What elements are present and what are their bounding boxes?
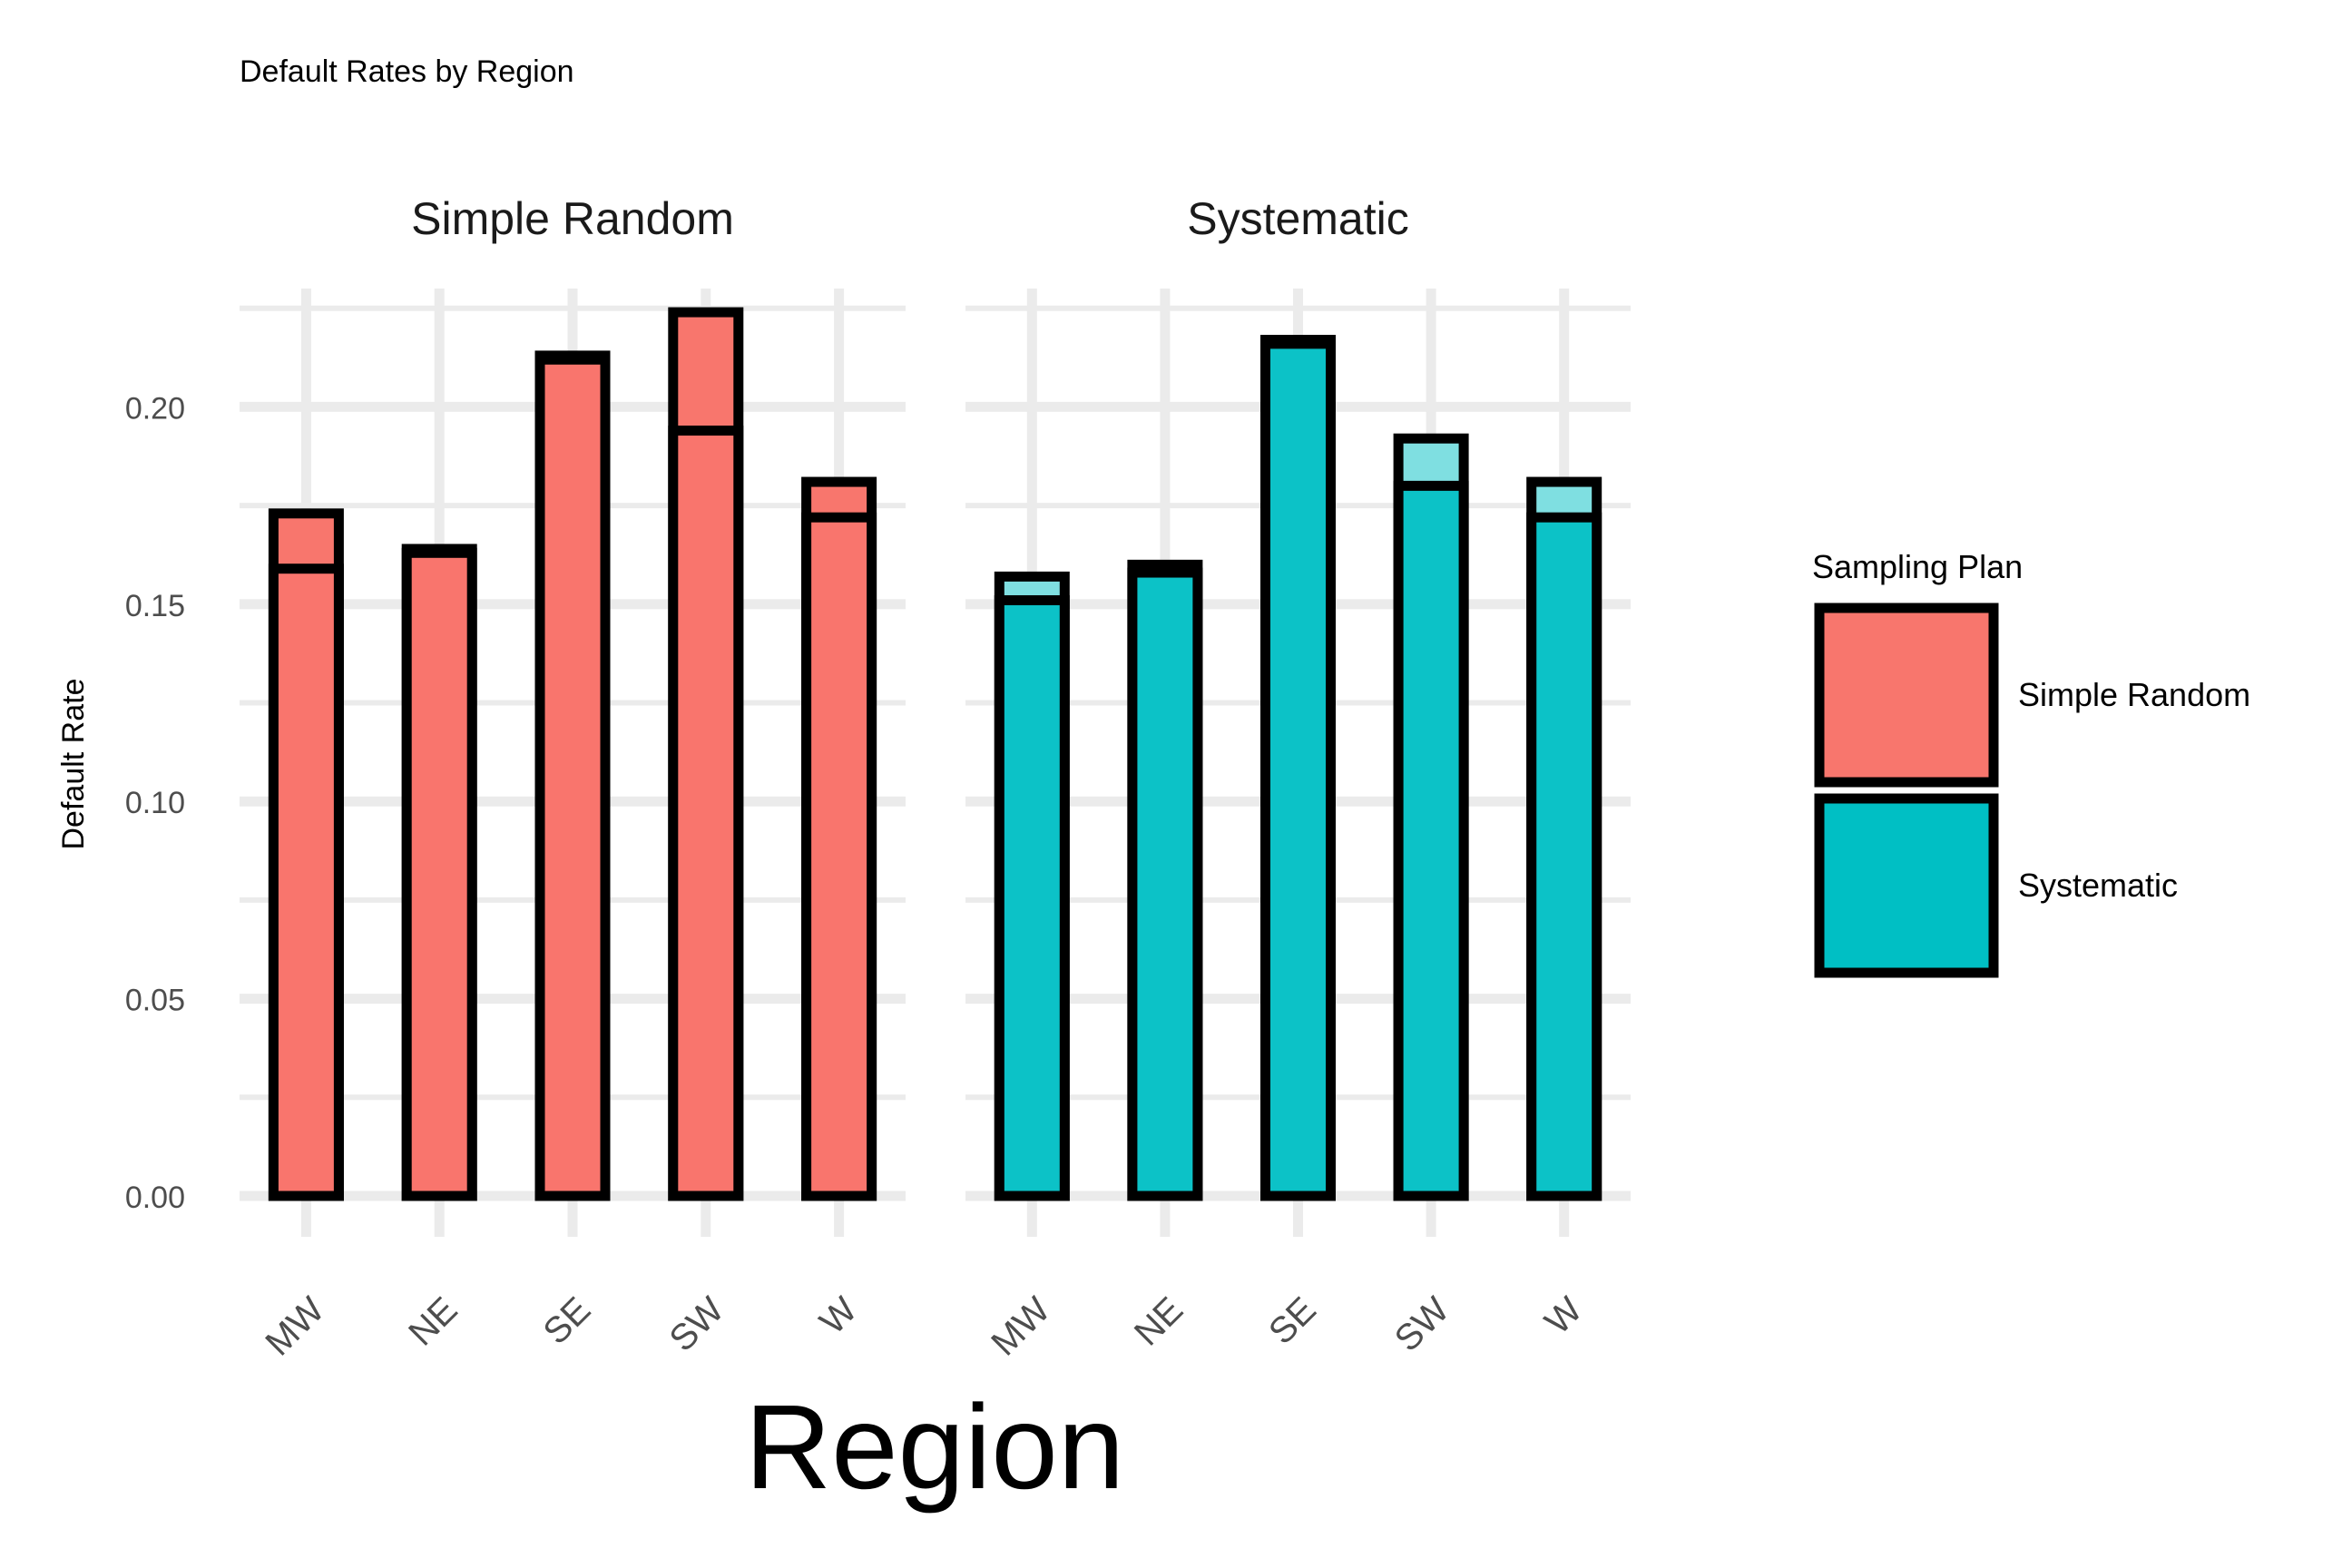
bar-se — [534, 354, 611, 1201]
y-tick-label: 0.20 — [125, 391, 185, 426]
x-axis-title: Region — [745, 1380, 1124, 1514]
x-tick-label: SW — [1387, 1289, 1457, 1359]
y-tick-label: 0.00 — [125, 1181, 185, 1215]
bar-w — [1526, 512, 1602, 1201]
bar-mw — [268, 564, 344, 1201]
y-tick-label: 0.05 — [125, 984, 185, 1018]
x-tick-label: MW — [984, 1289, 1058, 1364]
x-tick-label: W — [1537, 1289, 1590, 1342]
facet-label: Systematic — [1187, 193, 1409, 244]
facet-label: Simple Random — [411, 193, 734, 244]
x-tick-label: MW — [258, 1289, 332, 1364]
chart-title: Default Rates by Region — [240, 54, 574, 89]
legend: Sampling Plan Simple Random Systematic — [1812, 548, 2250, 978]
facet-panels: Simple Random MW NE SE SW W 0.00 0.05 0.10 0.15 0.… — [125, 193, 1631, 1364]
y-tick-label: 0.10 — [125, 786, 185, 820]
bar-se — [1260, 338, 1336, 1201]
legend-key — [1814, 793, 1999, 978]
y-tick-label: 0.15 — [125, 589, 185, 623]
bar-ne — [401, 547, 477, 1201]
x-tick-label: SE — [536, 1289, 599, 1352]
bar-mw — [994, 594, 1070, 1201]
bar-w — [801, 512, 877, 1201]
panel-simple-random: Simple Random MW NE SE SW W 0.00 0.05 0.10 0.15 0.… — [125, 193, 906, 1364]
x-tick-label: W — [812, 1289, 865, 1342]
legend-title: Sampling Plan — [1812, 548, 2023, 585]
legend-label: Systematic — [2018, 867, 2178, 904]
legend-label: Simple Random — [2018, 676, 2250, 713]
panel-systematic: Systematic MW NE SE SW W — [965, 193, 1631, 1364]
x-tick-label: SW — [662, 1289, 731, 1359]
x-tick-label: SE — [1261, 1289, 1324, 1352]
y-axis-title: Default Rate — [56, 679, 91, 850]
legend-key — [1814, 603, 1999, 788]
bar-sw — [1393, 480, 1469, 1201]
bar-ne — [1127, 567, 1203, 1201]
x-tick-label: NE — [401, 1289, 465, 1353]
x-tick-label: NE — [1127, 1289, 1191, 1353]
bar-sw — [668, 426, 744, 1201]
